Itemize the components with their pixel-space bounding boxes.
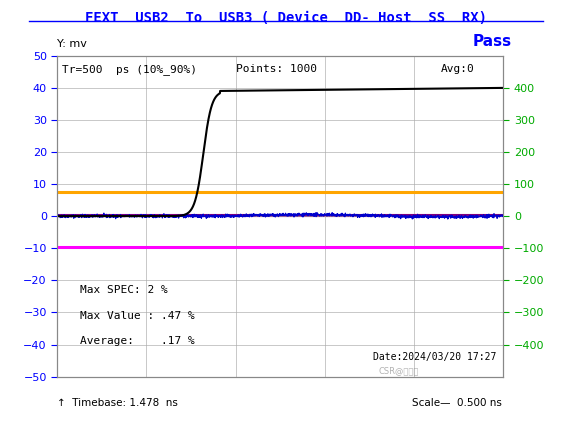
Text: ↑  Timebase: 1.478  ns: ↑ Timebase: 1.478 ns — [57, 398, 178, 408]
Text: FEXT  USB2  To  USB3 ( Device  DD- Host  SS  RX): FEXT USB2 To USB3 ( Device DD- Host SS R… — [85, 11, 487, 25]
Text: Points: 1000: Points: 1000 — [236, 64, 317, 74]
Text: Y: mv: Y: mv — [57, 39, 87, 49]
Text: Max SPEC: 2 %: Max SPEC: 2 % — [80, 285, 167, 295]
Text: Average:    .17 %: Average: .17 % — [80, 336, 194, 346]
Text: CSR@电路山: CSR@电路山 — [379, 366, 419, 375]
Text: Scale—  0.500 ns: Scale— 0.500 ns — [412, 398, 502, 408]
Text: Tr=500  ps (10%_90%): Tr=500 ps (10%_90%) — [62, 64, 197, 74]
Text: Max Value : .47 %: Max Value : .47 % — [80, 311, 194, 321]
Text: Pass: Pass — [473, 34, 512, 49]
Text: Avg:0: Avg:0 — [441, 64, 475, 74]
Text: Date:2024/03/20 17:27: Date:2024/03/20 17:27 — [374, 352, 496, 363]
